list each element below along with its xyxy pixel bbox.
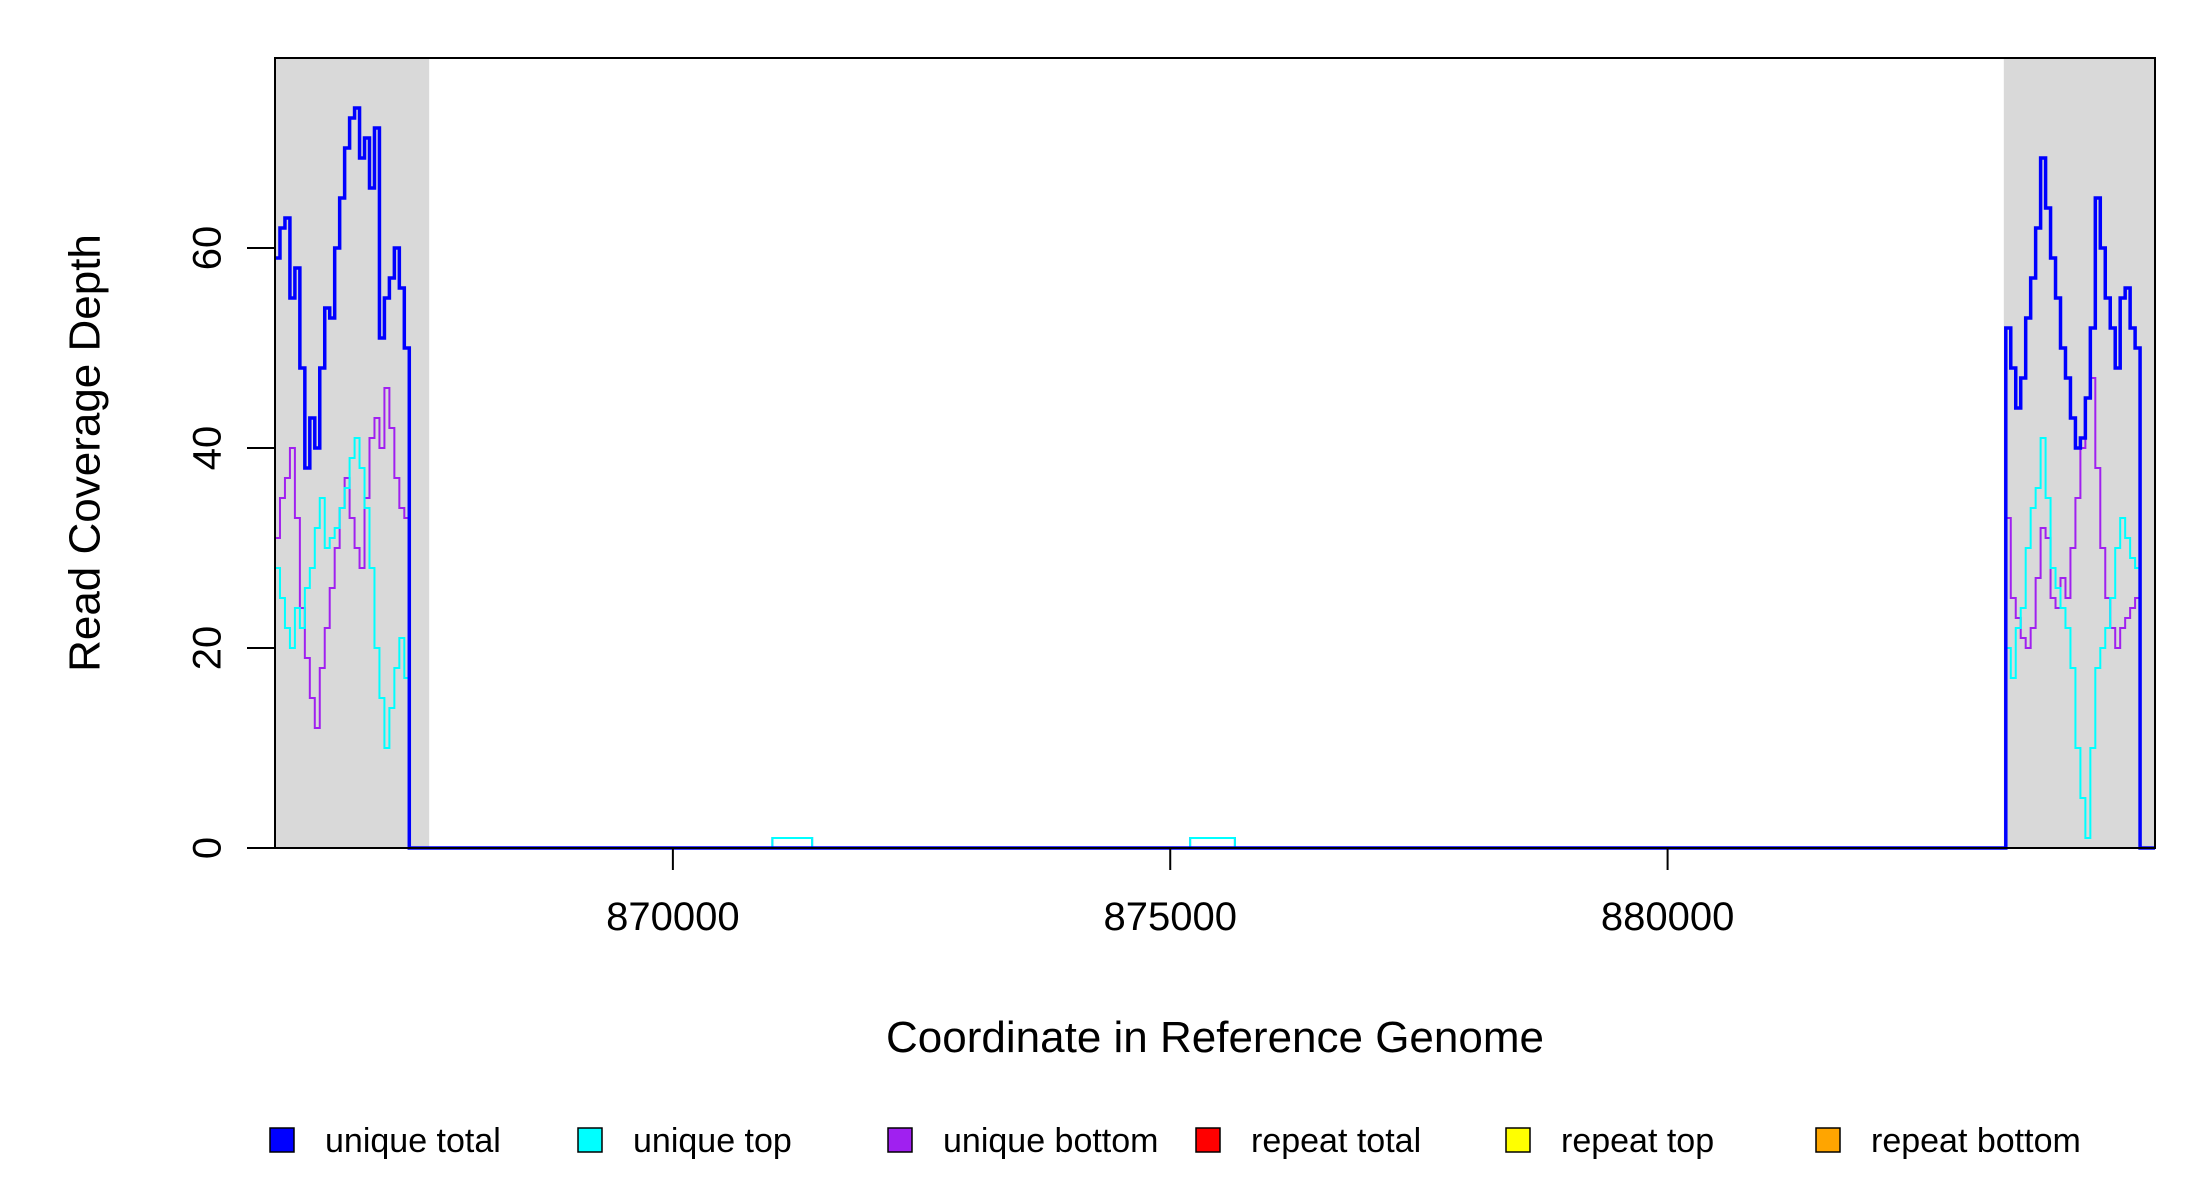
legend-label: unique top (633, 1122, 792, 1160)
legend-swatch (887, 1127, 913, 1153)
shaded-regions (275, 58, 2155, 848)
x-axis-title: Coordinate in Reference Genome (886, 1013, 1544, 1062)
legend-item-repeat-bottom: repeat bottom (1815, 1122, 2081, 1160)
series-lines (275, 106, 2155, 850)
plot-frame (274, 57, 2156, 849)
legend-label: unique total (325, 1122, 501, 1160)
x-tick-label: 875000 (1103, 895, 1236, 939)
series-unique-total (275, 106, 2155, 850)
legend-item-repeat-top: repeat top (1505, 1122, 1714, 1160)
x-tick-label: 880000 (1601, 895, 1734, 939)
legend-item-repeat-total: repeat total (1195, 1122, 1421, 1160)
legend-swatch (1815, 1127, 1841, 1153)
legend-item-unique-top: unique top (577, 1122, 792, 1160)
legend-label: repeat bottom (1871, 1122, 2081, 1160)
legend-swatch (269, 1127, 295, 1153)
legend-item-unique-total: unique total (269, 1122, 501, 1160)
axes: 870000 875000 880000 0 20 40 60 (186, 226, 1735, 939)
y-tick-label: 40 (186, 426, 230, 471)
legend-item-unique-bottom: unique bottom (887, 1122, 1159, 1160)
y-tick-label: 20 (186, 626, 230, 671)
series-unique-bottom (275, 377, 2155, 849)
legend-label: repeat total (1251, 1122, 1421, 1160)
y-tick-label: 0 (186, 837, 230, 859)
legend-label: unique bottom (943, 1122, 1159, 1160)
legend-swatch (1505, 1127, 1531, 1153)
legend-swatch (577, 1127, 603, 1153)
legend-label: repeat top (1561, 1122, 1714, 1160)
legend-swatch (1195, 1127, 1221, 1153)
legend: unique total unique top unique bottom repea… (269, 1122, 2081, 1160)
y-axis-title: Read Coverage Depth (61, 234, 110, 672)
series-unique-top (275, 437, 2155, 849)
x-tick-label: 870000 (606, 895, 739, 939)
y-tick-label: 60 (186, 226, 230, 271)
shaded-region-1 (275, 58, 430, 848)
